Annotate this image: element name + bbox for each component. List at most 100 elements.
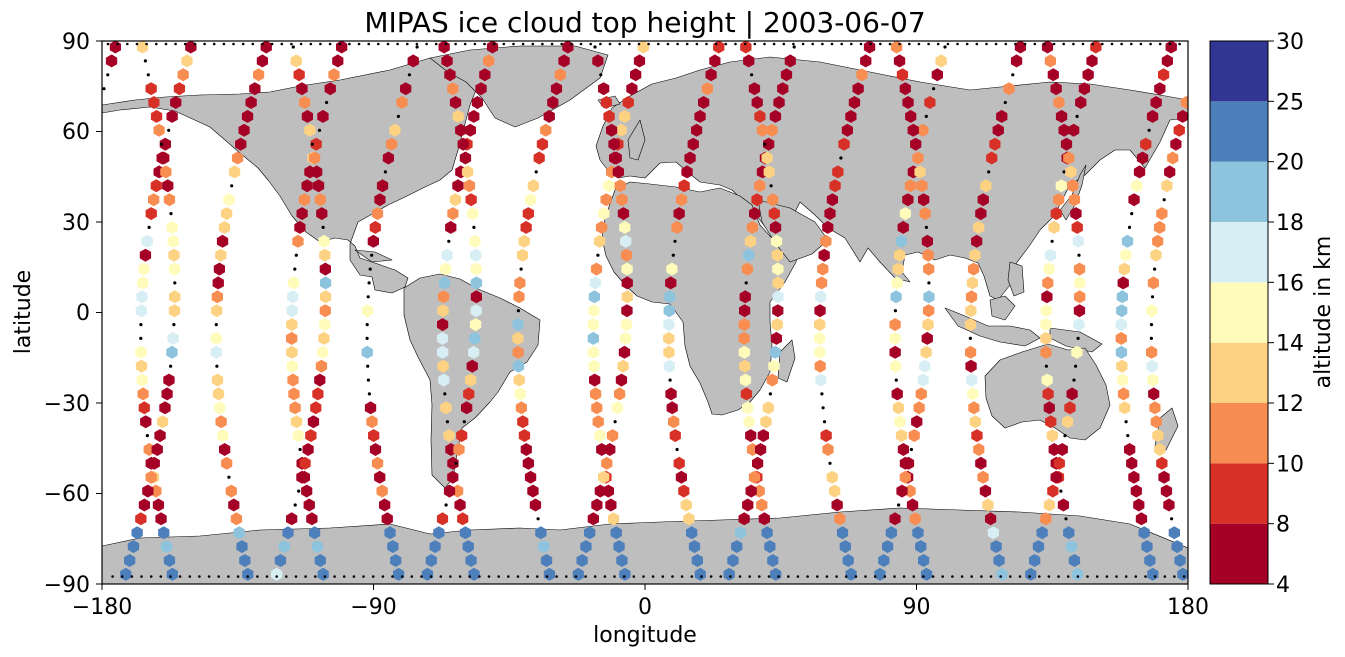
cloud-top-point [664, 290, 676, 304]
no-cloud-point [415, 45, 419, 49]
cloud-top-point [467, 207, 479, 221]
cloud-top-point [968, 401, 980, 415]
cloud-top-point [740, 387, 753, 401]
cloud-top-point [757, 429, 769, 443]
no-cloud-point [593, 575, 597, 578]
cloud-top-point [287, 373, 299, 387]
no-cloud-point [383, 170, 387, 174]
no-cloud-point [1153, 575, 1157, 578]
no-cloud-point [352, 575, 356, 578]
no-cloud-point [1120, 42, 1123, 46]
cloud-top-point [1115, 318, 1127, 332]
cloud-top-point [1119, 401, 1131, 415]
cloud-top-point [512, 318, 524, 332]
cloud-top-point [590, 387, 602, 401]
no-cloud-point [261, 42, 264, 46]
cloud-top-point [663, 318, 675, 332]
cloud-top-point [1156, 456, 1168, 470]
no-cloud-point [323, 575, 327, 578]
no-cloud-point [492, 42, 496, 46]
no-cloud-point [763, 142, 767, 146]
cloud-top-point [1025, 567, 1037, 581]
cloud-top-point [1040, 304, 1052, 318]
cloud-top-point [1141, 540, 1153, 554]
cloud-top-point [1117, 387, 1130, 401]
no-cloud-point [970, 575, 973, 578]
cloud-top-point [973, 220, 985, 234]
no-cloud-point [825, 575, 829, 578]
no-cloud-point [321, 225, 325, 229]
y-tick-label: −60 [44, 482, 90, 507]
no-cloud-point [146, 73, 150, 77]
cloud-top-point [1055, 179, 1067, 193]
cloud-top-point [588, 359, 600, 373]
cloud-top-point [463, 179, 476, 193]
cloud-top-point [298, 193, 311, 207]
cloud-top-point [148, 96, 160, 109]
no-cloud-point [835, 575, 838, 578]
no-cloud-point [1076, 336, 1080, 340]
cloud-top-point [318, 331, 330, 345]
no-cloud-point [1149, 336, 1153, 340]
cloud-top-point [920, 345, 932, 359]
cloud-top-point [619, 109, 631, 123]
cloud-top-point [1056, 443, 1068, 456]
cloud-top-point [1128, 470, 1140, 484]
cloud-top-point [772, 262, 784, 276]
no-cloud-point [227, 475, 231, 479]
cloud-top-point [996, 567, 1008, 581]
cloud-top-point [917, 123, 929, 137]
cloud-top-point [761, 151, 773, 165]
cloud-top-point [772, 276, 784, 290]
cloud-top-point [163, 193, 176, 207]
cloud-top-point [366, 415, 378, 429]
cloud-top-point [213, 262, 225, 276]
cloud-top-point [610, 151, 622, 165]
cloud-top-point [421, 567, 434, 581]
cloud-top-point [517, 415, 529, 429]
no-cloud-point [1062, 170, 1066, 174]
cloud-top-point [518, 429, 531, 443]
cloud-top-point [1073, 318, 1085, 332]
no-cloud-point [230, 184, 234, 188]
cloud-top-point [587, 345, 600, 359]
cloud-top-point [738, 318, 750, 332]
cloud-top-point [1072, 234, 1084, 248]
colorbar-bin [1210, 161, 1268, 222]
land-north-america [102, 57, 481, 294]
cloud-top-point [438, 276, 451, 290]
no-cloud-point [743, 42, 747, 46]
cloud-top-point [1170, 137, 1182, 151]
cloud-top-point [1152, 234, 1164, 248]
no-cloud-point [534, 170, 538, 174]
cloud-top-point [311, 165, 323, 179]
cloud-top-point [764, 540, 776, 554]
cloud-top-point [317, 109, 329, 123]
cloud-top-point [437, 318, 449, 332]
cloud-top-point [160, 540, 173, 554]
cloud-top-point [167, 234, 179, 248]
cloud-top-point [723, 567, 735, 581]
land-cuba [354, 249, 393, 263]
no-cloud-point [574, 575, 578, 578]
no-cloud-point [536, 575, 539, 578]
cloud-top-point [616, 554, 628, 567]
cloud-top-point [1060, 137, 1073, 151]
no-cloud-point [593, 45, 597, 49]
no-cloud-point [927, 281, 931, 285]
cloud-top-point [1046, 429, 1058, 443]
cloud-top-point [437, 304, 449, 318]
no-cloud-point [1091, 42, 1094, 46]
cloud-top-point [1174, 554, 1186, 567]
cloud-top-point [1116, 359, 1128, 373]
cloud-top-point [1053, 96, 1065, 109]
no-cloud-point [328, 42, 332, 46]
cloud-top-point [1014, 41, 1026, 54]
no-cloud-point [169, 364, 173, 368]
cloud-top-point [393, 567, 405, 581]
cloud-top-point [899, 207, 911, 221]
no-cloud-point [1158, 42, 1162, 46]
no-cloud-point [449, 575, 452, 578]
cloud-top-point [445, 220, 457, 234]
